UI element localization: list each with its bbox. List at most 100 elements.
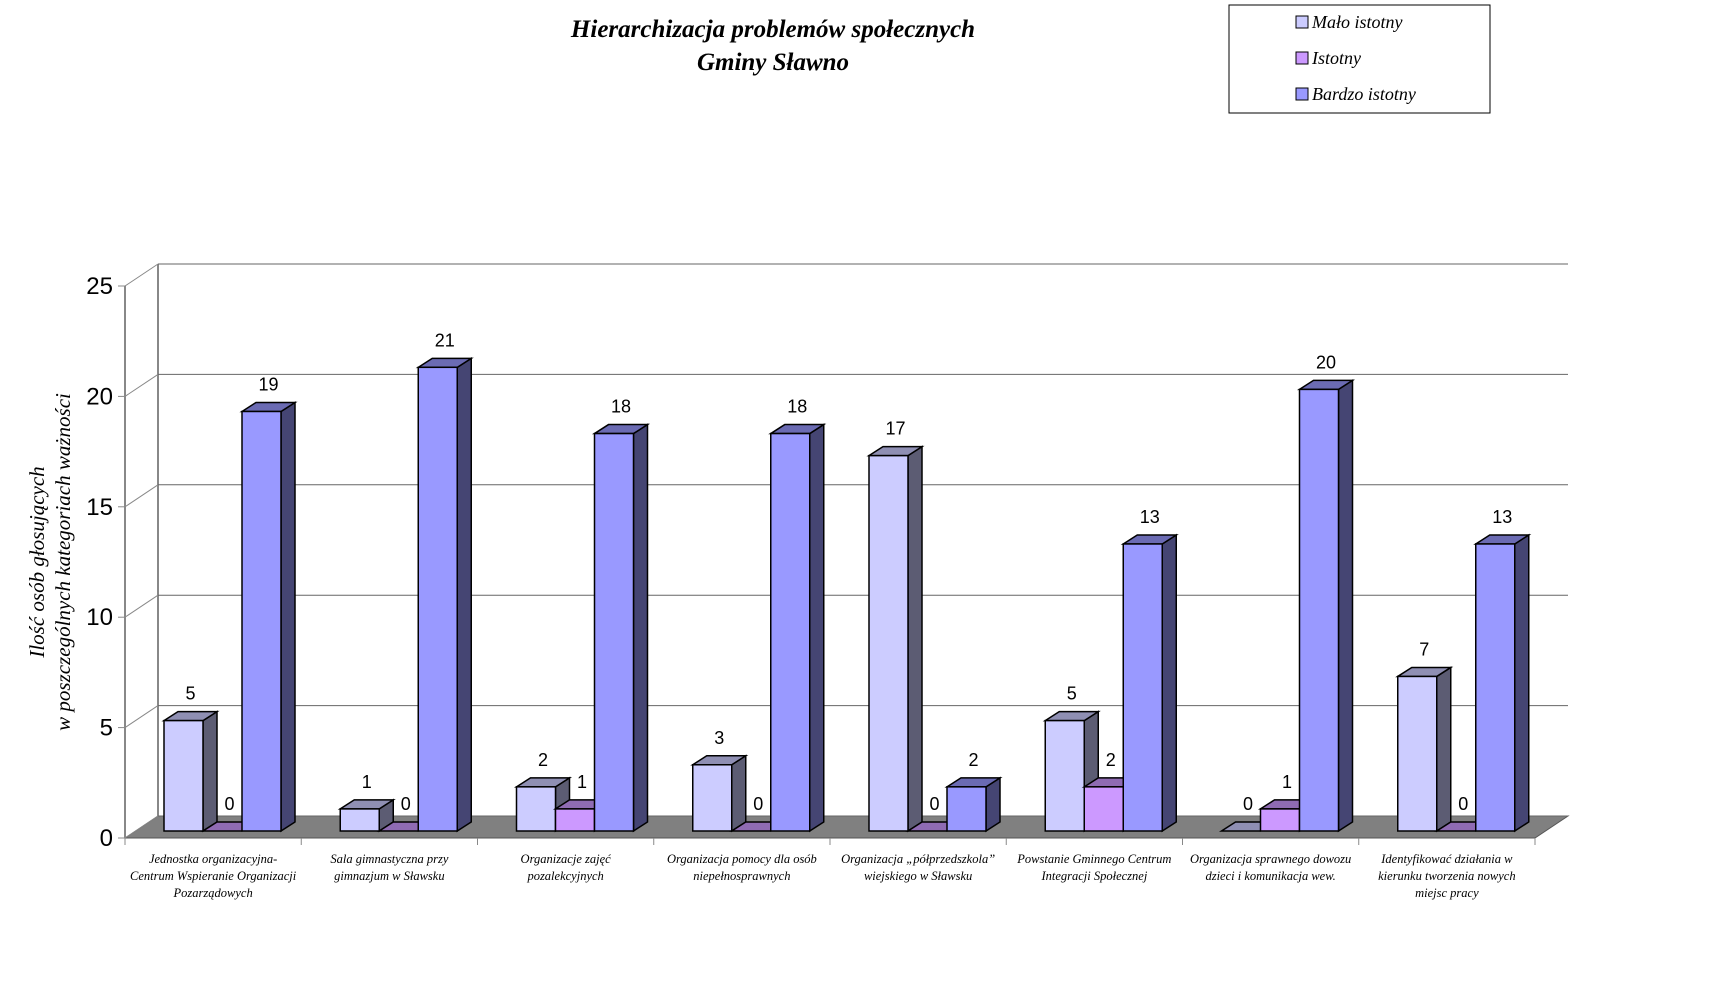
data-label: 13 (1140, 507, 1160, 527)
bar-front (1475, 543, 1516, 832)
bar-side (1514, 533, 1530, 833)
data-label: 2 (538, 750, 548, 770)
bar-side (907, 445, 923, 833)
y-axis-label-line: w poszczególnych kategoriach ważności (51, 393, 75, 731)
x-tick-label: Identyfikować działania w kierunku tworz… (1378, 852, 1516, 900)
legend-label: Istotny (1311, 48, 1361, 68)
legend-swatch (1295, 51, 1309, 65)
data-label: 0 (224, 794, 234, 814)
bar-front (163, 719, 204, 832)
bar-side (1337, 379, 1354, 833)
data-label: 5 (185, 684, 195, 704)
bar-front (1298, 388, 1340, 832)
grid-line (124, 594, 159, 618)
bar-front (1083, 786, 1124, 832)
bar (1120, 533, 1179, 833)
bar-front (593, 432, 635, 832)
x-tick-label: Organizacja „półprzedszkola” wiejskiego … (841, 852, 996, 883)
bar (337, 798, 396, 833)
data-label: 1 (362, 772, 372, 792)
grid-line (124, 484, 159, 508)
bar (768, 423, 827, 833)
bar (591, 423, 651, 833)
x-tick-label: Organizacje zajęć pozalekcyjnych (520, 852, 611, 883)
y-tick-label: 25 (86, 273, 113, 300)
grid-line (124, 705, 159, 729)
bar (866, 445, 925, 833)
bar-front (554, 808, 596, 832)
bar-front (1397, 675, 1438, 832)
bar-front (868, 454, 909, 832)
data-label: 0 (753, 794, 763, 814)
legend-swatch (1295, 15, 1309, 29)
data-label: 19 (258, 374, 278, 394)
bar-front (1122, 543, 1163, 832)
data-label: 2 (968, 750, 978, 770)
bar-side (456, 356, 472, 833)
bar (690, 754, 749, 833)
bar (415, 356, 474, 833)
y-axis-label-line: Ilość osób głosujących (25, 466, 49, 658)
bar-front (241, 410, 282, 832)
data-label: 7 (1419, 639, 1429, 659)
bar-side (1161, 533, 1177, 833)
bar-front (515, 786, 557, 832)
grid-line (124, 815, 159, 839)
bar (161, 710, 220, 833)
data-label: 0 (401, 794, 411, 814)
y-tick-label: 15 (86, 494, 113, 521)
bar-side (1436, 666, 1452, 833)
bar (1473, 533, 1532, 833)
data-label: 21 (435, 330, 455, 350)
bar (1296, 379, 1356, 833)
legend-box (1228, 4, 1491, 114)
data-label: 18 (787, 397, 807, 417)
bar-side (632, 423, 649, 833)
data-label: 0 (1243, 794, 1253, 814)
legend-label: Bardzo istotny (1312, 84, 1416, 104)
data-label: 0 (929, 794, 939, 814)
bar-side (809, 423, 825, 833)
y-tick-label: 5 (100, 715, 113, 742)
chart-title: Gminy Sławno (697, 49, 849, 76)
data-label: 5 (1067, 684, 1077, 704)
bar-front (692, 764, 733, 832)
legend-label: Mało istotny (1311, 12, 1403, 32)
data-label: 1 (1282, 772, 1292, 792)
legend-swatch (1295, 87, 1309, 101)
data-label: 20 (1316, 352, 1336, 372)
bar-side (202, 710, 218, 833)
grid-line (124, 373, 159, 397)
y-axis-label: Ilość osób głosujących w poszczególnych … (25, 393, 75, 731)
bar-front (1044, 719, 1085, 832)
x-tick-label: Jednostka organizacyjna- Centrum Wspiera… (130, 852, 297, 900)
bar-front (339, 808, 380, 832)
data-label: 2 (1106, 750, 1116, 770)
x-tick-label: Organizacja pomocy dla osób niepełnospra… (666, 852, 817, 883)
bar-side (280, 401, 296, 833)
bar-front (1259, 808, 1301, 832)
y-tick-label: 10 (86, 604, 113, 631)
bar-front (770, 432, 811, 832)
x-tick-label: Organizacja sprawnego dowozu dzieci i ko… (1189, 852, 1352, 883)
data-label: 1 (577, 772, 587, 792)
bar-front (417, 366, 458, 832)
y-tick-label: 20 (86, 383, 113, 410)
bar (239, 401, 298, 833)
bar-side (731, 754, 747, 833)
x-tick-label: Sala gimnastyczna przy gimnazjum w Sławs… (330, 852, 449, 883)
data-label: 3 (714, 728, 724, 748)
data-label: 0 (1458, 794, 1468, 814)
bar (944, 776, 1003, 833)
y-tick-label: 0 (100, 825, 113, 852)
data-label: 18 (611, 397, 631, 417)
data-label: 13 (1492, 507, 1512, 527)
chart-title: Hierarchizacja problemów społecznych (570, 16, 975, 43)
bar-front (946, 786, 987, 832)
x-tick-label: Powstanie Gminnego Centrum Integracji Sp… (1017, 852, 1172, 883)
data-label: 17 (885, 419, 905, 439)
bar (1395, 666, 1454, 833)
grid-line (124, 263, 159, 287)
